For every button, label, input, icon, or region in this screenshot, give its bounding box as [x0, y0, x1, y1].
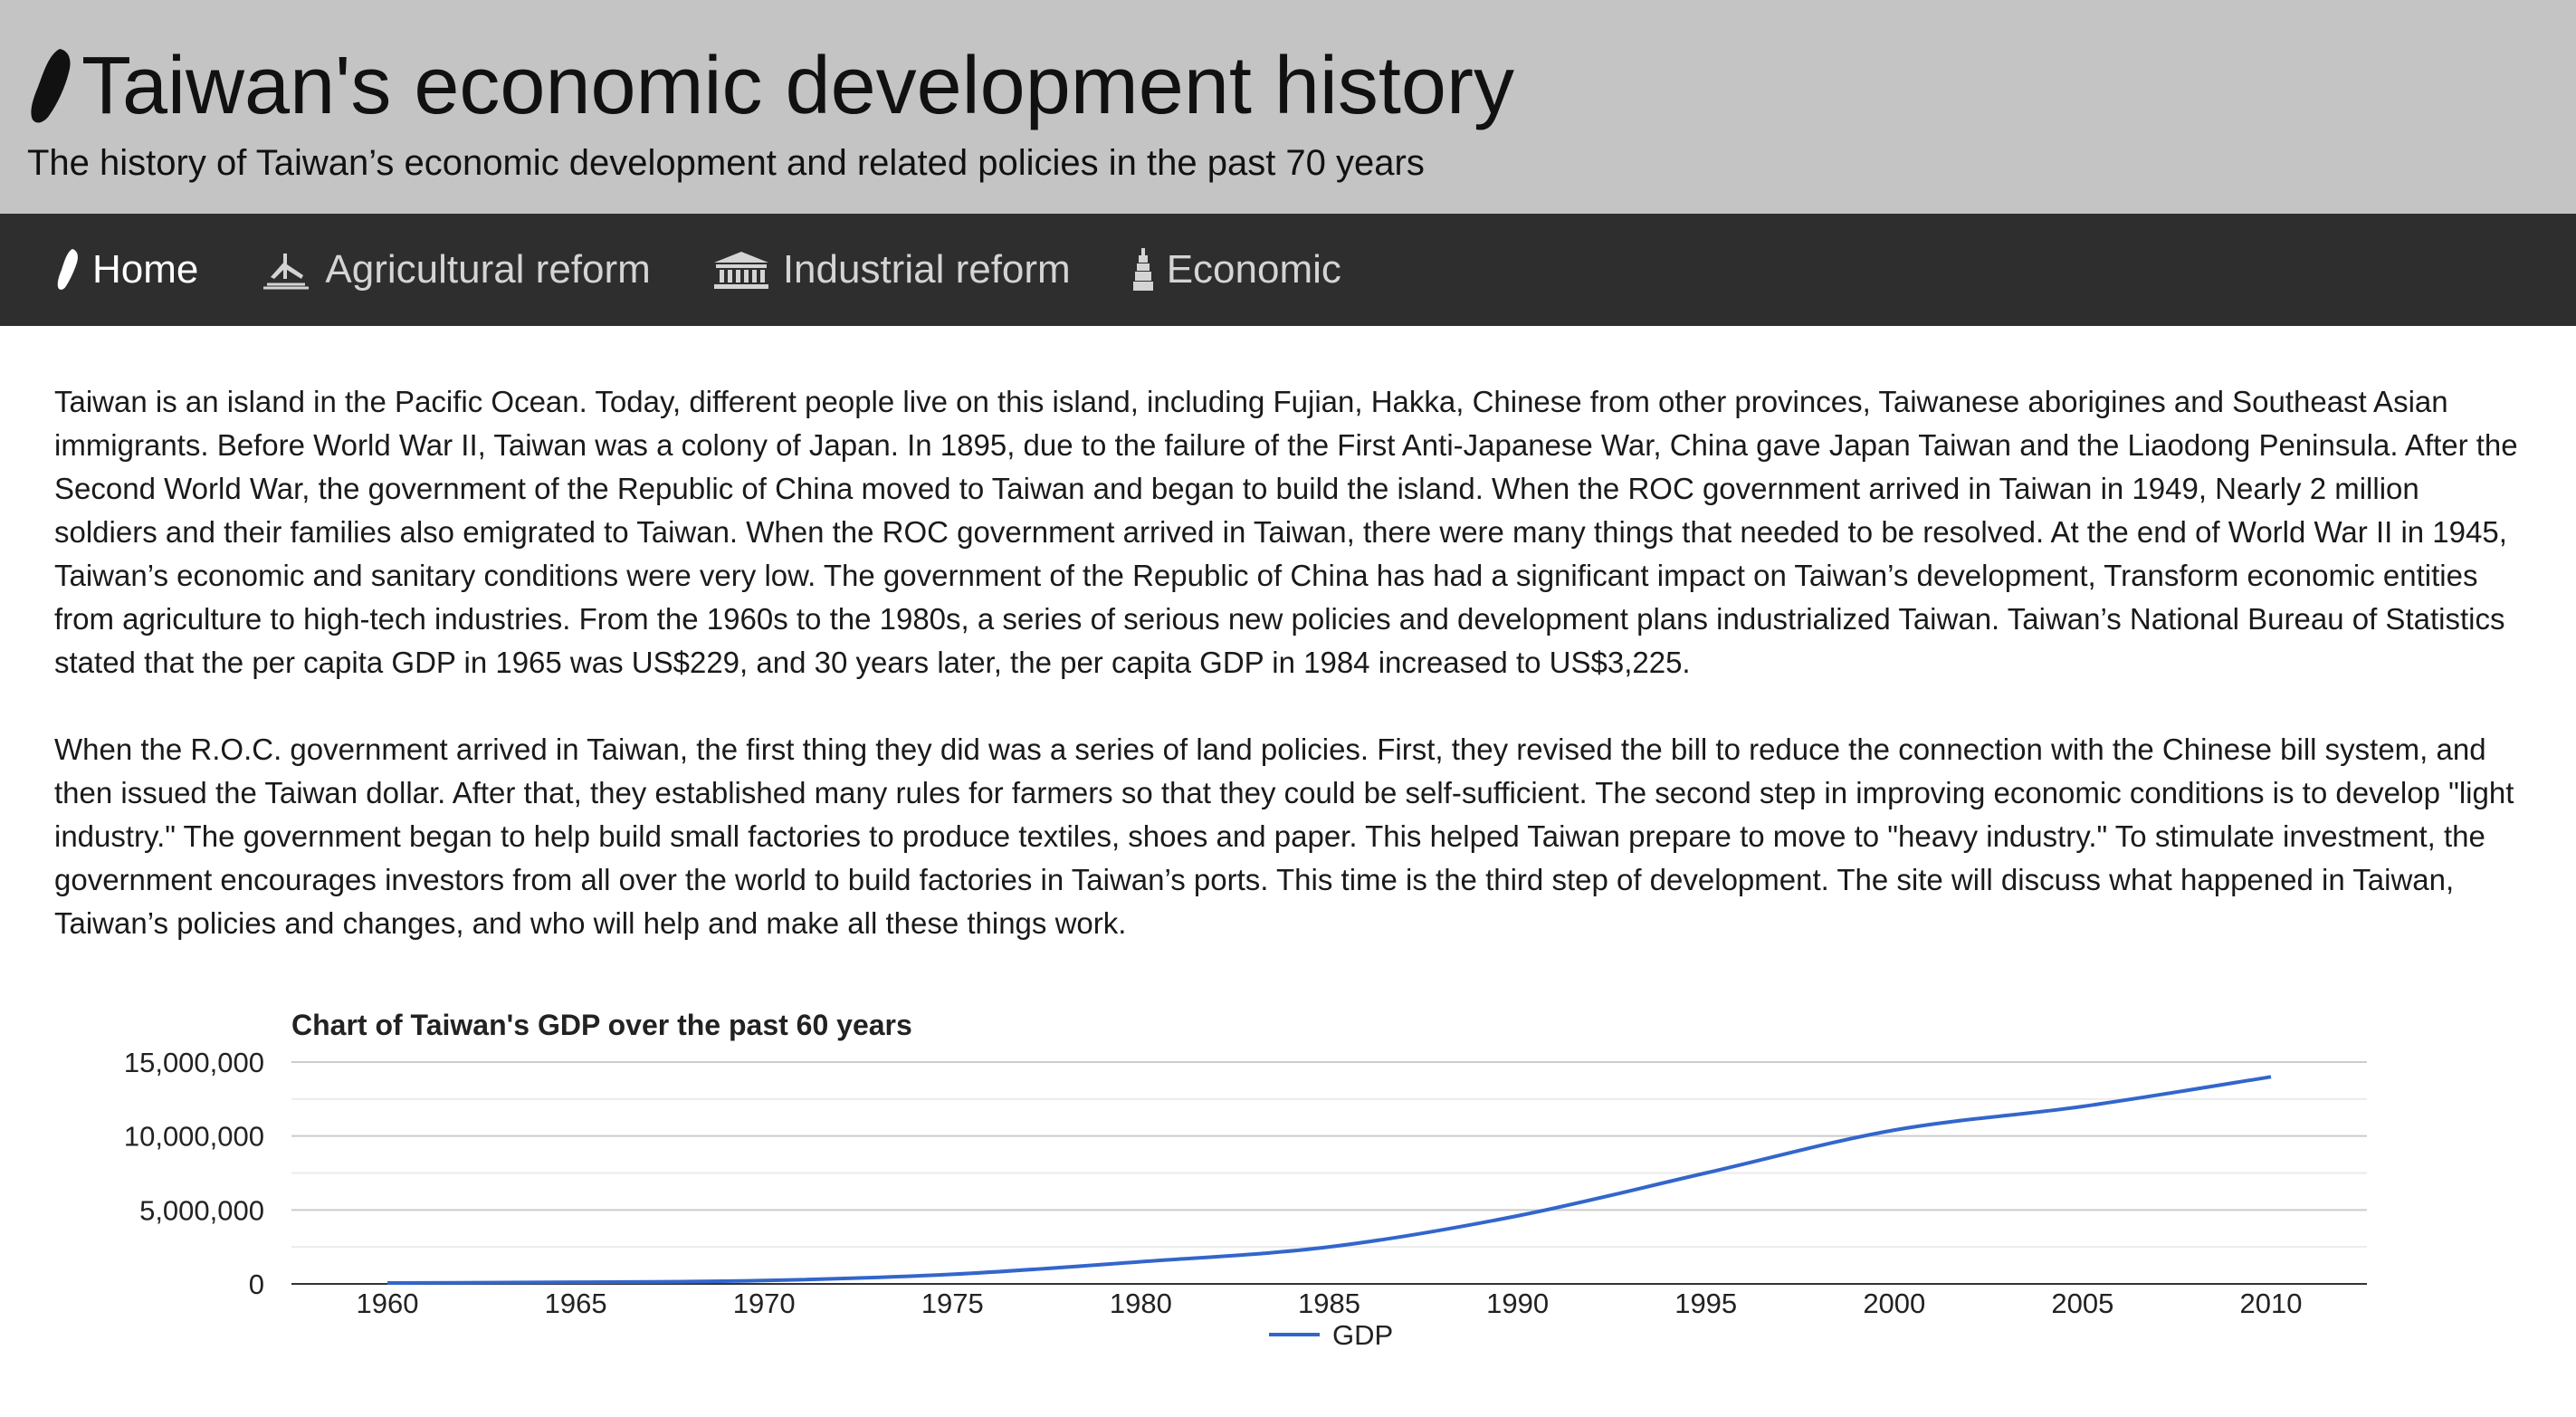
nav-item-economic[interactable]: Economic [1132, 214, 1341, 326]
x-tick-label: 1975 [921, 1288, 984, 1319]
y-axis-ticks: 0 5,000,000 10,000,000 15,000,000 [124, 1047, 264, 1300]
x-tick-label: 1995 [1674, 1288, 1737, 1319]
taiwan-island-icon [31, 49, 71, 123]
chart-legend: GDP [1269, 1319, 1393, 1351]
x-tick-label: 1980 [1110, 1288, 1172, 1319]
legend-label: GDP [1332, 1319, 1393, 1351]
x-tick-label: 1965 [545, 1288, 607, 1319]
chart-grid [291, 1061, 2367, 1285]
x-tick-label: 1985 [1298, 1288, 1360, 1319]
page-title: Taiwan's economic development history [81, 41, 1514, 131]
chart-title: Chart of Taiwan's GDP over the past 60 y… [291, 1009, 912, 1041]
main-nav: Home Agricultural reform Industrial refo… [0, 214, 2576, 326]
x-tick-label: 1970 [733, 1288, 796, 1319]
x-tick-label: 2005 [2051, 1288, 2113, 1319]
intro-paragraph: Taiwan is an island in the Pacific Ocean… [54, 385, 2518, 679]
x-tick-label: 2000 [1863, 1288, 1925, 1319]
building-icon [713, 252, 768, 289]
gdp-chart: Chart of Taiwan's GDP over the past 60 y… [0, 996, 2576, 1412]
taiwan-island-icon [57, 249, 78, 290]
site-header: Taiwan's economic development history Th… [0, 0, 2576, 214]
farmer-icon [263, 254, 310, 290]
y-tick-label: 15,000,000 [124, 1047, 264, 1078]
nav-item-label: Economic [1166, 247, 1341, 292]
x-tick-label: 2010 [2240, 1288, 2303, 1319]
x-tick-label: 1960 [357, 1288, 419, 1319]
gdp-chart-svg: Chart of Taiwan's GDP over the past 60 y… [124, 1009, 2367, 1351]
y-tick-label: 5,000,000 [139, 1194, 264, 1226]
y-tick-label: 10,000,000 [124, 1121, 264, 1153]
x-tick-label: 1990 [1486, 1288, 1549, 1319]
nav-item-home[interactable]: Home [56, 214, 198, 326]
nav-item-industrial-reform[interactable]: Industrial reform [712, 214, 1071, 326]
nav-item-label: Agricultural reform [325, 247, 651, 292]
intro-paragraph: When the R.O.C. government arrived in Ta… [54, 732, 2514, 940]
title-row: Taiwan's economic development history [27, 36, 1514, 136]
nav-item-agricultural-reform[interactable]: Agricultural reform [260, 214, 651, 326]
page-subtitle: The history of Taiwan’s economic develop… [27, 143, 1425, 183]
chart-series [386, 1075, 2272, 1285]
intro-content: Taiwan is an island in the Pacific Ocean… [54, 380, 2525, 989]
nav-item-label: Home [92, 247, 199, 292]
series-line-gdp [386, 1075, 2272, 1285]
x-axis-ticks: 1960 1965 1970 1975 1980 1985 1990 1995 2000 2005… [357, 1288, 2303, 1319]
y-tick-label: 0 [249, 1269, 264, 1300]
tower-icon [1132, 248, 1153, 291]
nav-item-label: Industrial reform [782, 247, 1071, 292]
